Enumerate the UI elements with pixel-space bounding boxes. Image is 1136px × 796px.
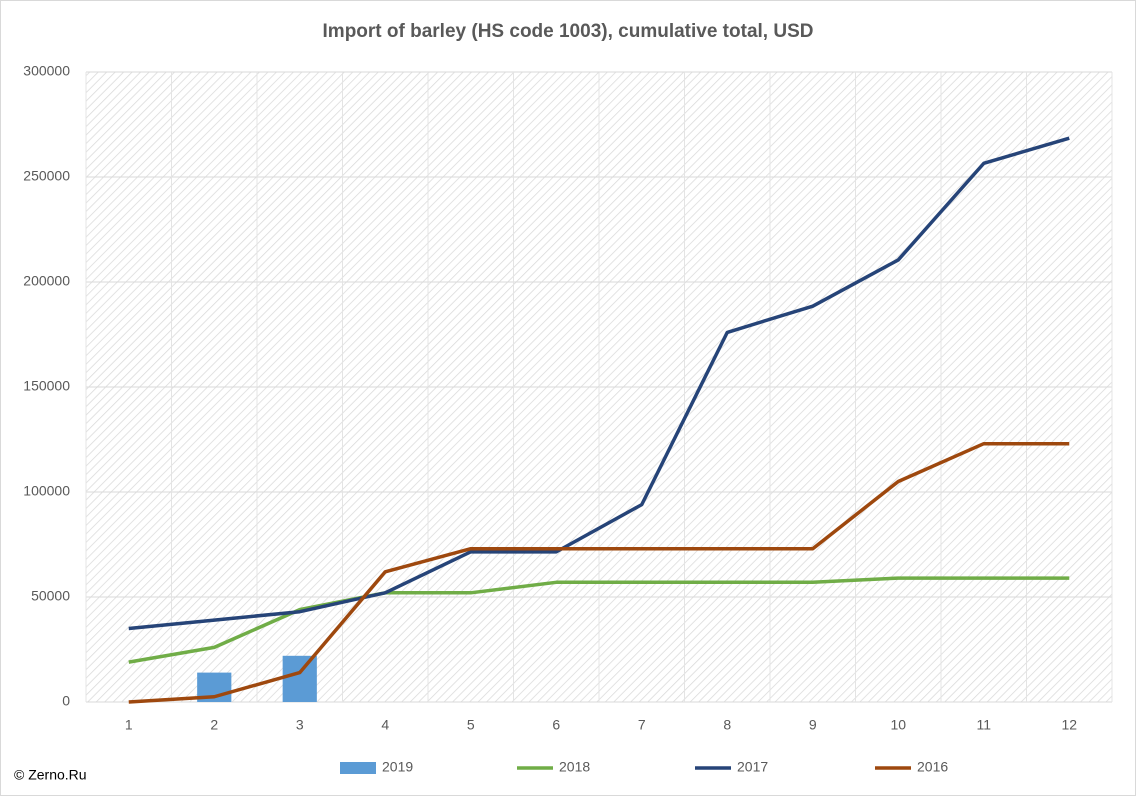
legend-swatch	[340, 762, 376, 774]
legend-label: 2018	[559, 759, 590, 775]
line	[128, 136, 1070, 631]
x-tick-label: 4	[381, 717, 389, 733]
source: © Zerno.Ru	[14, 767, 87, 783]
legend-label: 2016	[917, 759, 948, 775]
y-tick-label: 50000	[31, 588, 70, 604]
line	[128, 576, 1070, 664]
x-tick-label: 3	[296, 717, 304, 733]
legend-label: 2017	[737, 759, 768, 775]
x-tick-label: 8	[723, 717, 731, 733]
x-tick-label: 9	[809, 717, 817, 733]
x-tick-label: 6	[552, 717, 560, 733]
x-tick-label: 1	[125, 717, 133, 733]
bar	[282, 655, 317, 702]
legend-label: 2019	[382, 759, 413, 775]
y-tick-label: 0	[62, 693, 70, 709]
y-tick-label: 150000	[23, 378, 70, 394]
x-tick-label: 12	[1061, 717, 1077, 733]
y-tick-label: 300000	[23, 63, 70, 79]
chart-title: Import of barley (HS code 1003), cumulat…	[323, 21, 814, 42]
line	[128, 441, 1070, 704]
x-tick-label: 5	[467, 717, 475, 733]
y-tick-label: 200000	[23, 273, 70, 289]
x-tick-label: 11	[976, 717, 991, 733]
x-tick-label: 2	[210, 717, 218, 733]
x-tick-label: 10	[890, 717, 906, 733]
x-tick-label: 7	[638, 717, 646, 733]
y-tick-label: 100000	[23, 483, 70, 499]
y-tick-label: 250000	[23, 168, 70, 184]
